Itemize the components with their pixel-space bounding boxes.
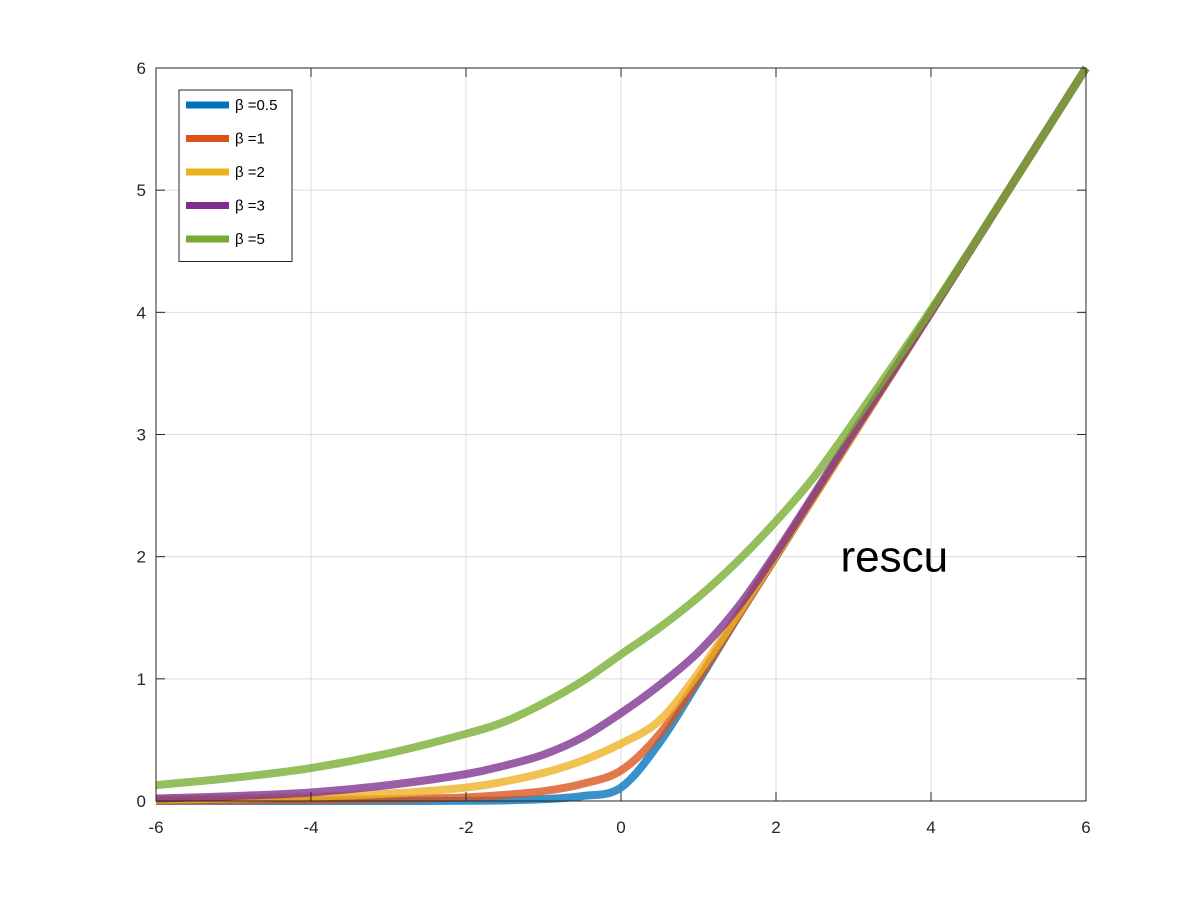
legend-label-2: β =1 <box>235 131 265 148</box>
x-tick-label: -6 <box>148 818 163 837</box>
legend-label-1: β =0.5 <box>235 97 277 114</box>
y-tick-label: 5 <box>137 181 146 200</box>
y-tick-label: 3 <box>137 426 146 445</box>
chart-annotation: rescu <box>841 533 949 582</box>
y-tick-label: 4 <box>137 303 146 322</box>
y-tick-label: 6 <box>137 59 146 78</box>
x-tick-label: 0 <box>616 818 625 837</box>
legend-box <box>178 89 293 262</box>
x-tick-label: -2 <box>458 818 473 837</box>
x-tick-label: 2 <box>771 818 780 837</box>
y-tick-label: 0 <box>137 792 146 811</box>
x-tick-label: -4 <box>303 818 318 837</box>
x-tick-label: 4 <box>926 818 935 837</box>
legend-label-3: β =2 <box>235 164 265 181</box>
legend: β =0.5 β =1 β =2 β =3 β =5 <box>178 89 293 262</box>
series-line-5 <box>155 65 1090 790</box>
y-tick-label: 2 <box>137 548 146 567</box>
axis-ticks: -6 -4 -2 0 2 4 6 0 1 2 3 4 5 6 <box>137 59 1091 837</box>
legend-label-5: β =5 <box>235 231 265 248</box>
x-tick-label: 6 <box>1081 818 1090 837</box>
legend-label-4: β =3 <box>235 198 265 215</box>
y-tick-label: 1 <box>137 670 146 689</box>
